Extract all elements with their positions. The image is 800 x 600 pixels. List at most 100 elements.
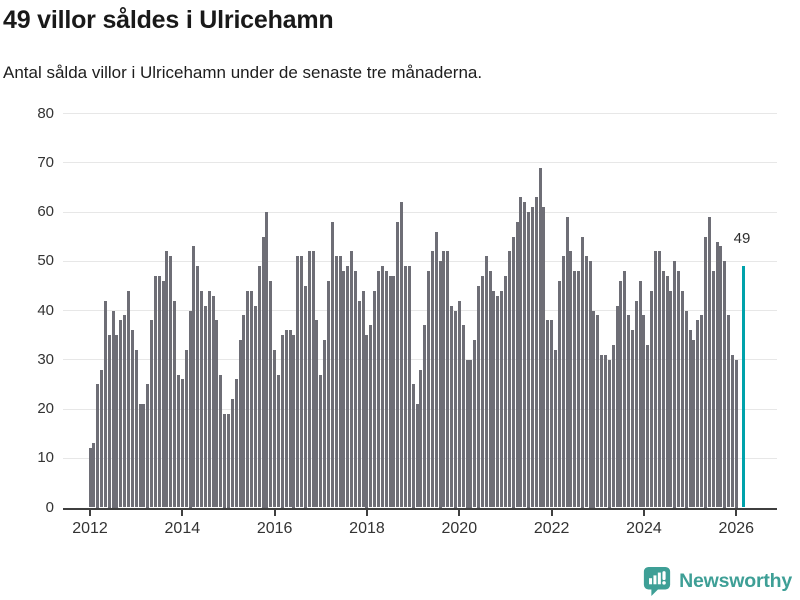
bar-month [707, 216, 711, 508]
bar-month [88, 448, 92, 508]
bar-month [403, 266, 407, 508]
x-axis-tick-2022 [550, 509, 553, 516]
highlight-bar-current-period [742, 266, 746, 508]
bar-month [303, 285, 307, 508]
bar-month [123, 315, 127, 508]
bar-month [119, 320, 123, 508]
chart-title: 49 villor såldes i Ulricehamn [3, 6, 334, 34]
x-axis-tick-2016 [273, 509, 276, 516]
x-axis-tick-2020 [458, 509, 461, 516]
bar-month [384, 271, 388, 508]
bar-month [577, 271, 581, 508]
bar-month [250, 290, 254, 508]
bar-month [377, 271, 381, 508]
bar-month [704, 236, 708, 508]
bar-month [611, 344, 615, 508]
y-axis-label-0: 0 [45, 498, 54, 516]
newsworthy-brand-name: Newsworthy [679, 569, 792, 592]
bar-month [419, 369, 423, 508]
highlight-value-label: 49 [733, 230, 751, 248]
bar-month [434, 231, 438, 508]
bar-month [607, 359, 611, 508]
bar-month [680, 290, 684, 508]
bar-month [538, 167, 542, 508]
bar-month [261, 236, 265, 508]
bar-month [169, 256, 173, 508]
bar-month [480, 276, 484, 508]
bar-month [492, 290, 496, 508]
bar-month [711, 271, 715, 508]
newsworthy-speech-bubble-barchart-icon [644, 566, 671, 596]
bar-month [253, 305, 257, 508]
bar-month [269, 280, 273, 508]
bar-month [569, 251, 573, 508]
bar-month [265, 212, 269, 508]
bar-month [176, 374, 180, 508]
x-axis-label-2018: 2018 [349, 519, 385, 537]
bar-month [565, 216, 569, 508]
bar-month [319, 374, 323, 508]
bar-month [553, 349, 557, 508]
bar-month [573, 271, 577, 508]
bar-month [511, 236, 515, 508]
bar-month [115, 335, 119, 508]
bar-month [203, 305, 207, 508]
bar-month [642, 315, 646, 508]
gridline-y-70 [63, 162, 777, 164]
bar-month [696, 320, 700, 508]
bar-month [500, 290, 504, 508]
y-axis-label-60: 60 [37, 203, 54, 220]
bar-month [719, 246, 723, 508]
bar-month [688, 330, 692, 508]
bar-month [134, 349, 138, 508]
gridline-y-80 [63, 113, 777, 114]
bar-month [557, 280, 561, 508]
bar-month [623, 271, 627, 508]
bar-month [307, 251, 311, 508]
bar-month [496, 295, 500, 508]
bar-month [684, 310, 688, 508]
y-axis-label-20: 20 [37, 400, 54, 417]
bar-month [465, 359, 469, 508]
bar-month [226, 413, 230, 508]
x-axis-label-2014: 2014 [164, 519, 201, 537]
bar-month [165, 251, 169, 508]
bar-month [346, 266, 350, 508]
bar-month [327, 280, 330, 508]
bar-month [596, 315, 600, 508]
bar-month [334, 256, 338, 508]
bar-month [546, 320, 550, 508]
bar-month [103, 300, 107, 508]
bar-month [350, 251, 354, 508]
bar-month [723, 261, 727, 508]
bar-month [126, 290, 130, 508]
bar-month [211, 295, 215, 508]
x-axis-tick-2012 [89, 509, 91, 516]
x-axis-label-2026: 2026 [718, 519, 755, 537]
bar-month [527, 212, 531, 508]
bar-month [223, 413, 227, 508]
bar-month [630, 330, 634, 508]
bar-month [507, 251, 511, 508]
bar-month [461, 325, 465, 508]
y-axis-label-50: 50 [37, 252, 54, 270]
bar-month [342, 271, 346, 508]
bar-month [284, 330, 288, 508]
bar-month [173, 300, 177, 508]
bar-month [388, 276, 392, 508]
bar-month [427, 271, 431, 508]
x-axis-tick-2026 [735, 509, 738, 516]
bar-month [153, 276, 157, 508]
bar-month [338, 256, 342, 508]
bar-month [373, 290, 377, 508]
bar-month [96, 384, 100, 508]
bar-month [215, 320, 219, 508]
bar-month [580, 236, 584, 508]
bar-month [654, 251, 657, 508]
bar-month [107, 335, 111, 508]
x-axis-label-2024: 2024 [626, 519, 662, 537]
gridline-y-60 [63, 211, 777, 213]
bar-month [407, 266, 411, 508]
bar-month [484, 256, 488, 508]
